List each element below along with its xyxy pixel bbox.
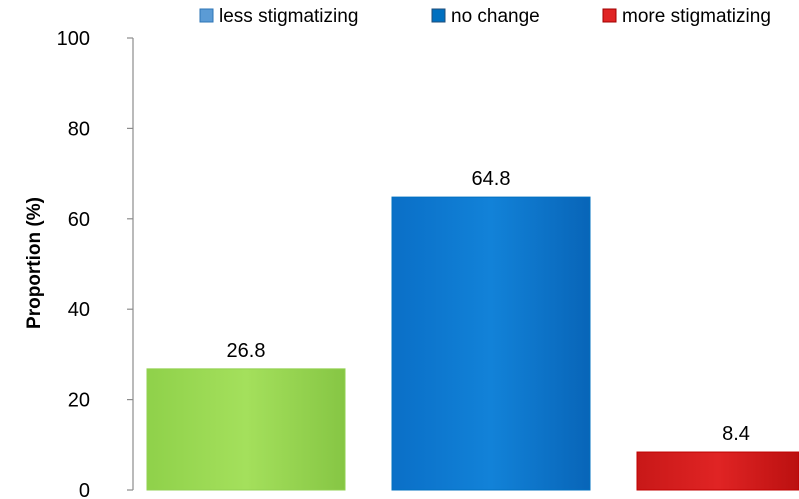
data-label-more-stigmatizing: 8.4: [722, 423, 750, 445]
legend-label-no-change: no change: [451, 6, 540, 27]
bar-no-change: [391, 196, 591, 491]
y-tick-label: 80: [68, 118, 90, 140]
y-tick-label: 100: [57, 28, 90, 50]
data-labels: 26.8 64.8 8.4: [227, 168, 750, 445]
legend-label-more-stigmatizing: more stigmatizing: [622, 6, 771, 27]
y-tick-label: 0: [79, 480, 90, 499]
legend-swatch-no-change: [431, 8, 446, 23]
legend-swatch-more-stigmatizing: [602, 8, 617, 23]
y-tick-label: 20: [68, 390, 90, 412]
legend-label-less-stigmatizing: less stigmatizing: [219, 6, 358, 27]
legend: less stigmatizing no change more stigmat…: [199, 6, 771, 27]
y-axis-title: Proportion (%): [24, 197, 45, 329]
legend-swatch-less-stigmatizing: [199, 8, 214, 23]
data-label-no-change: 64.8: [472, 168, 511, 190]
y-tick-label: 60: [68, 209, 90, 231]
y-tick-label: 40: [68, 299, 90, 321]
data-label-less-stigmatizing: 26.8: [227, 340, 266, 362]
bars: [146, 196, 799, 491]
y-axis-ticks: 0 20 40 60 80 100: [57, 28, 133, 499]
bar-less-stigmatizing: [146, 368, 346, 491]
bar-more-stigmatizing: [636, 451, 799, 491]
